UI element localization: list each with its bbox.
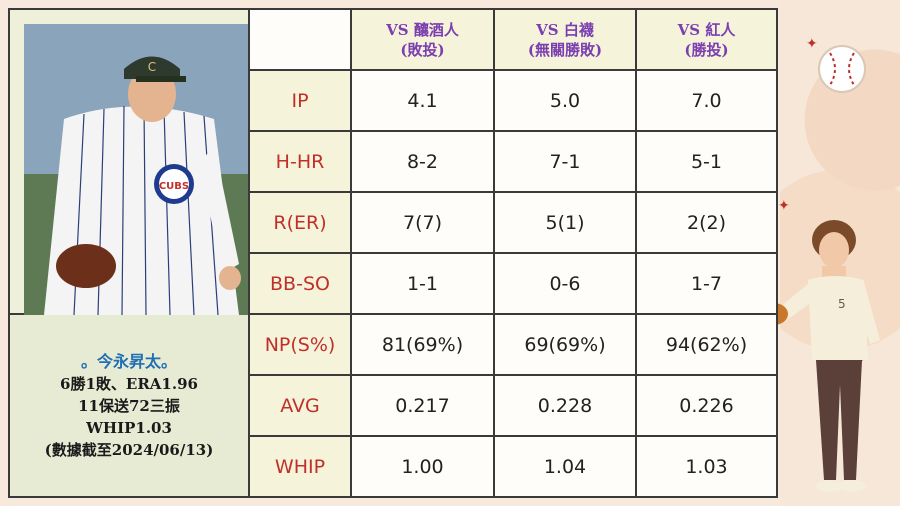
header-brewers: VS 釀酒人 (敗投) bbox=[352, 10, 495, 71]
player-summary: 。今永昇太。 6勝1敗、ERA1.96 11保送72三振 WHIP1.03 (數… bbox=[10, 315, 250, 498]
header-result: (無關勝敗) bbox=[527, 40, 603, 59]
record-line: 6勝1敗、ERA1.96 bbox=[60, 374, 198, 393]
header-opponent: VS 釀酒人 bbox=[386, 20, 459, 39]
shirt-number: 5 bbox=[838, 297, 846, 311]
stat-label: IP bbox=[250, 71, 352, 132]
stat-value: 7(7) bbox=[352, 193, 495, 254]
corner-cell bbox=[250, 10, 352, 71]
stat-value: 0.217 bbox=[352, 376, 495, 437]
stat-label: H-HR bbox=[250, 132, 352, 193]
stat-value: 2(2) bbox=[637, 193, 776, 254]
stat-label: BB-SO bbox=[250, 254, 352, 315]
header-opponent: VS 紅人 bbox=[677, 20, 736, 39]
stat-value: 0.226 bbox=[637, 376, 776, 437]
header-result: (勝投) bbox=[684, 40, 729, 59]
player-name: 。今永昇太。 bbox=[80, 351, 177, 371]
stat-value: 5(1) bbox=[495, 193, 637, 254]
header-reds: VS 紅人 (勝投) bbox=[637, 10, 776, 71]
stat-value: 0-6 bbox=[495, 254, 637, 315]
cap-logo: C bbox=[148, 60, 156, 74]
star-icon: ✦ bbox=[778, 198, 790, 214]
whip-line: WHIP1.03 bbox=[86, 418, 172, 437]
stat-value: 5-1 bbox=[637, 132, 776, 193]
stat-label: R(ER) bbox=[250, 193, 352, 254]
stat-value: 94(62%) bbox=[637, 315, 776, 376]
stat-value: 1.03 bbox=[637, 437, 776, 496]
stat-value: 7.0 bbox=[637, 71, 776, 132]
jersey-logo: CUBS bbox=[159, 181, 189, 192]
header-white-sox: VS 白襪 (無關勝敗) bbox=[495, 10, 637, 71]
stat-value: 1-7 bbox=[637, 254, 776, 315]
stat-value: 8-2 bbox=[352, 132, 495, 193]
star-icon: ✦ bbox=[806, 36, 818, 52]
stat-label: AVG bbox=[250, 376, 352, 437]
stat-value: 1.00 bbox=[352, 437, 495, 496]
stats-board: C CUBS 。今永昇太。 6勝1敗、ERA1.96 11保送72三振 WHIP… bbox=[8, 8, 778, 498]
stat-label: WHIP bbox=[250, 437, 352, 496]
walks-strikeouts-line: 11保送72三振 bbox=[78, 396, 180, 415]
stat-value: 1.04 bbox=[495, 437, 637, 496]
data-date-line: (數據截至2024/06/13) bbox=[44, 440, 214, 459]
stat-value: 4.1 bbox=[352, 71, 495, 132]
header-result: (敗投) bbox=[400, 40, 445, 59]
stat-value: 0.228 bbox=[495, 376, 637, 437]
stat-value: 1-1 bbox=[352, 254, 495, 315]
stat-value: 5.0 bbox=[495, 71, 637, 132]
stat-value: 69(69%) bbox=[495, 315, 637, 376]
stat-value: 81(69%) bbox=[352, 315, 495, 376]
stat-value: 7-1 bbox=[495, 132, 637, 193]
player-photo: C CUBS bbox=[24, 24, 248, 315]
cartoon-player-illustration: 5 bbox=[760, 220, 880, 492]
stat-label: NP(S%) bbox=[250, 315, 352, 376]
baseball-icon bbox=[818, 45, 866, 93]
header-opponent: VS 白襪 bbox=[536, 20, 594, 39]
